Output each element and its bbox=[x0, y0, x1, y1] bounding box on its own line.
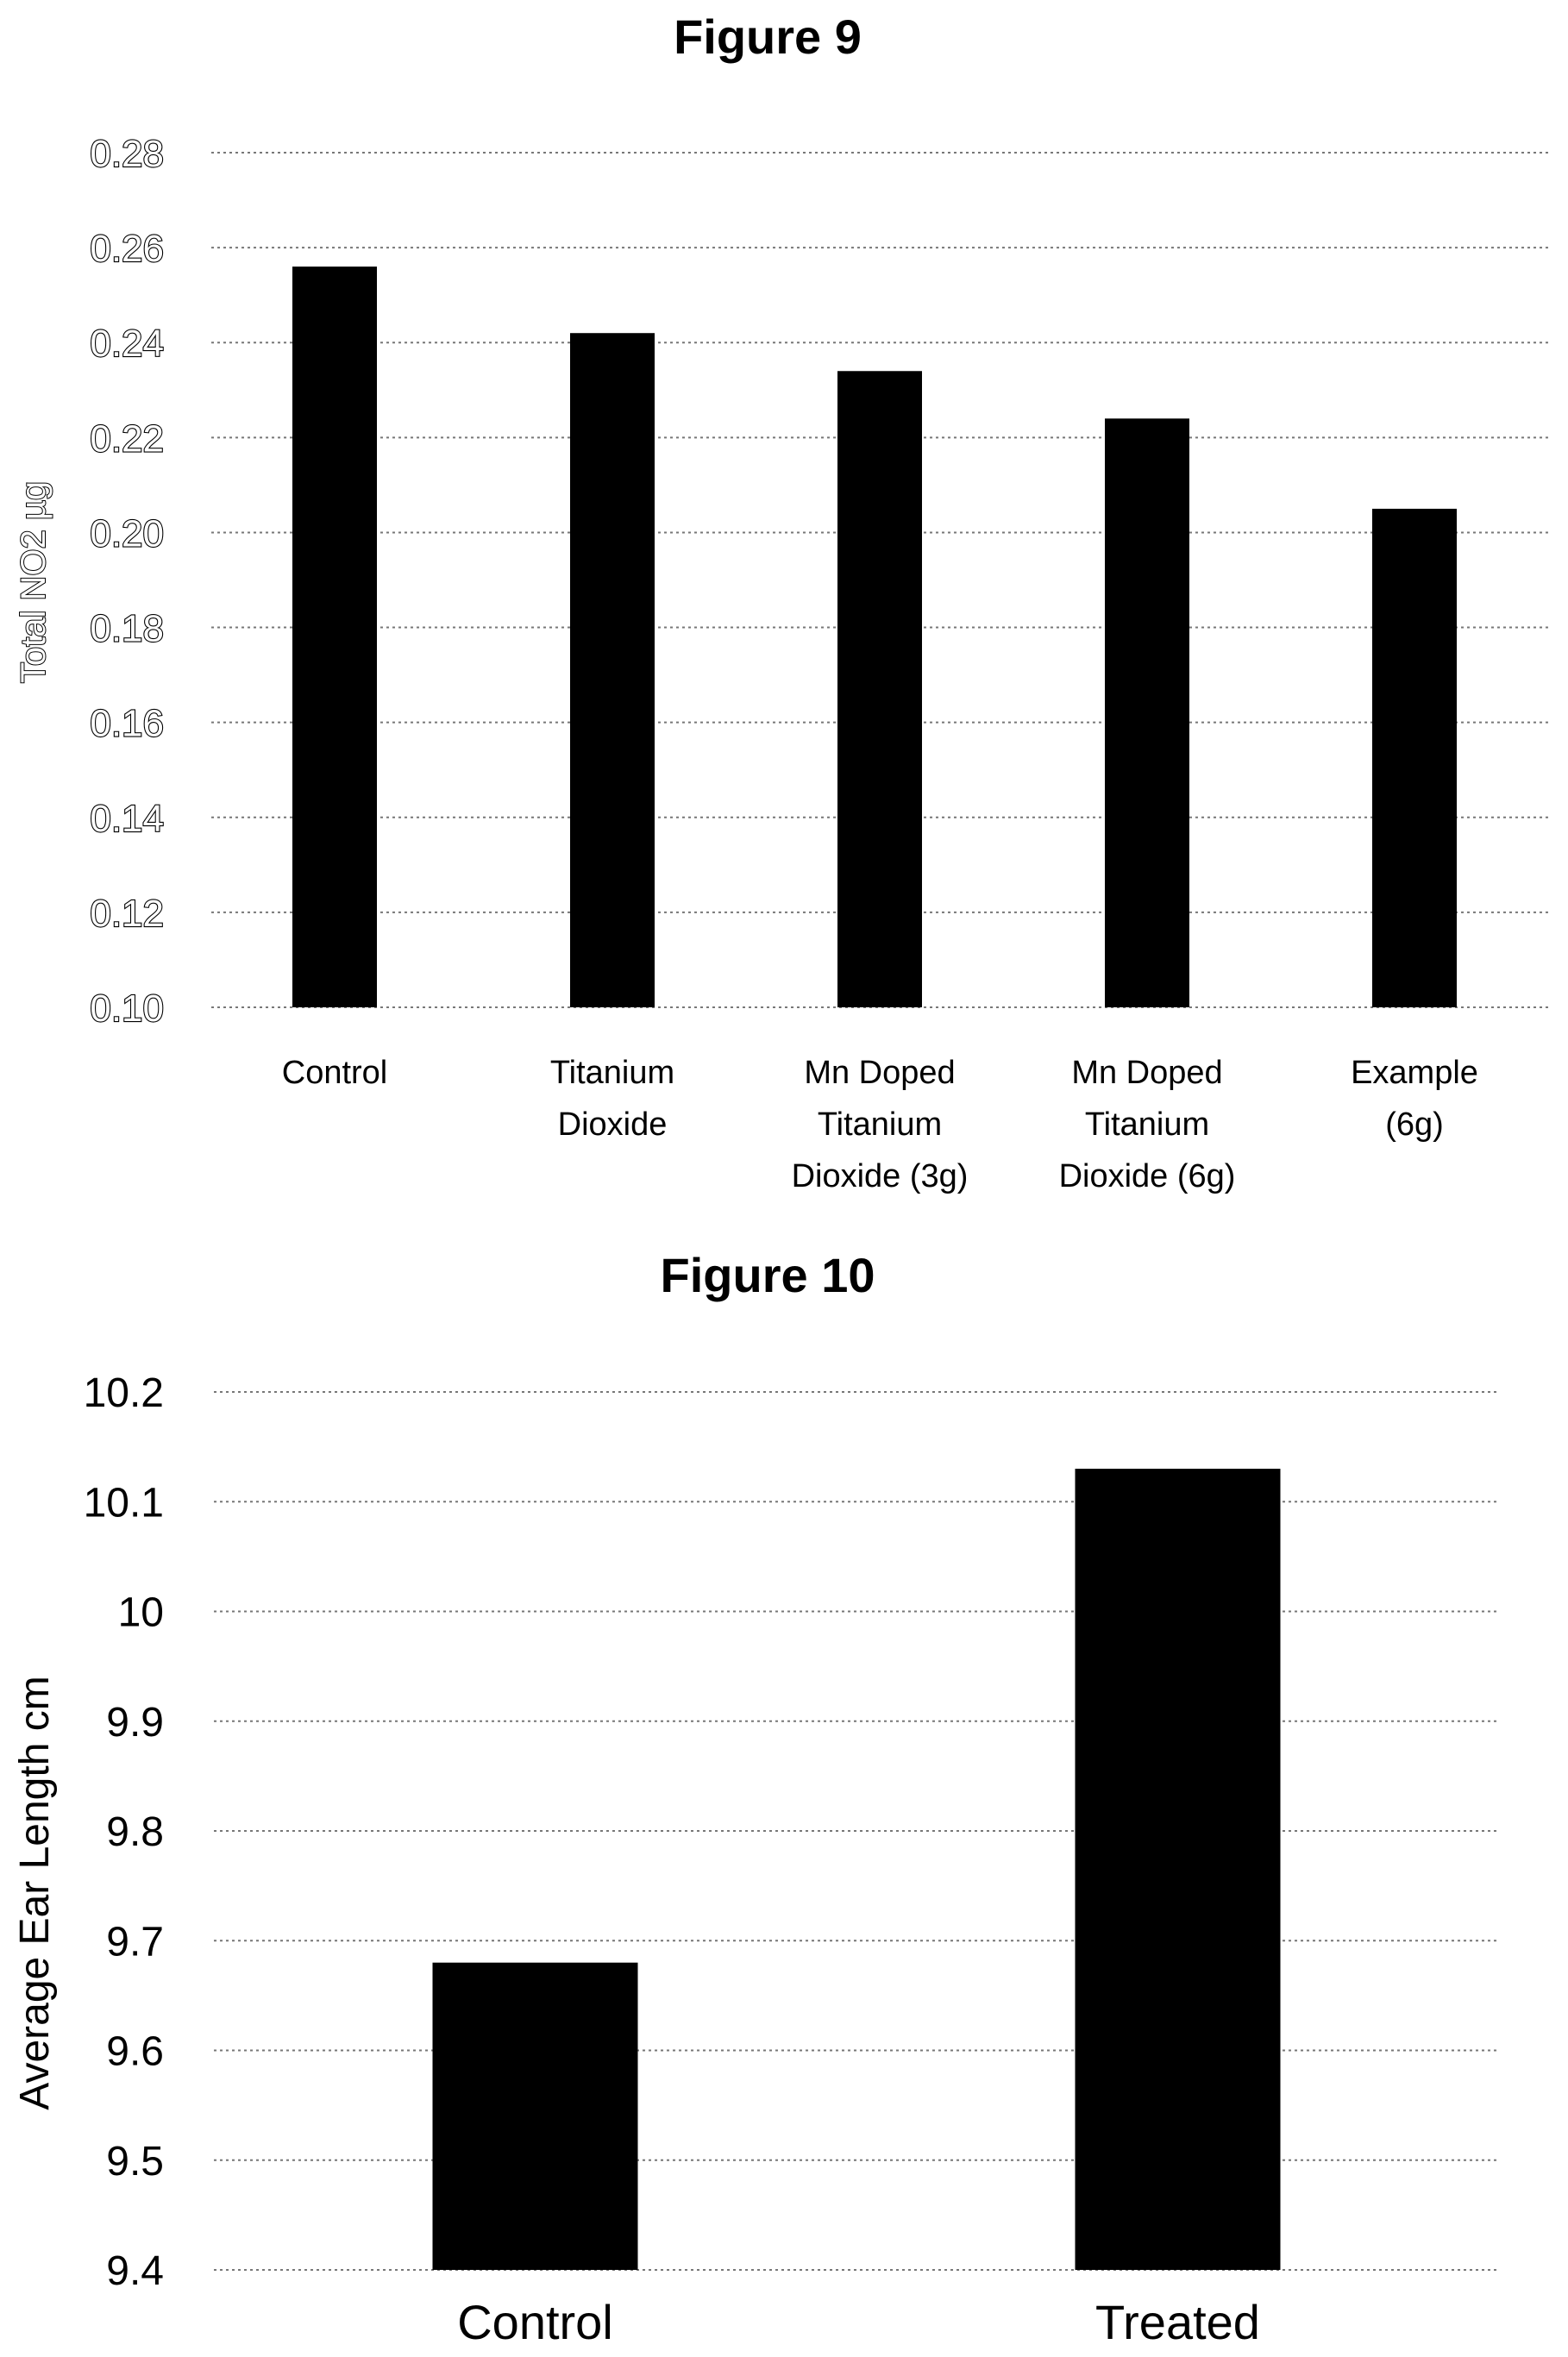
y-tick-label: 0.26 bbox=[90, 228, 164, 270]
figure-9-y-axis-label: Total NO2 µg bbox=[15, 481, 53, 683]
category-label: Mn Doped Titanium Dioxide (3g) bbox=[792, 1055, 969, 1194]
figure-10-title: Figure 10 bbox=[661, 1248, 875, 1302]
y-tick-label: 0.28 bbox=[90, 133, 164, 175]
bar-2 bbox=[1075, 1469, 1281, 2270]
bar-4 bbox=[1105, 418, 1189, 1007]
y-tick-label: 0.12 bbox=[90, 893, 164, 935]
y-tick-label: 9.5 bbox=[106, 2139, 164, 2185]
y-tick-label: 0.10 bbox=[90, 987, 164, 1030]
y-tick-label: 9.8 bbox=[106, 1809, 164, 1855]
y-tick-label: 0.18 bbox=[90, 608, 164, 650]
category-label: Control bbox=[282, 1055, 388, 1091]
bar-3 bbox=[837, 371, 922, 1007]
y-tick-label: 10.2 bbox=[84, 1370, 164, 1416]
bar-5 bbox=[1372, 508, 1457, 1007]
y-tick-label: 0.22 bbox=[90, 417, 164, 460]
figure-9-title: Figure 9 bbox=[674, 9, 862, 64]
category-label: Mn Doped Titanium Dioxide (6g) bbox=[1059, 1055, 1236, 1194]
y-tick-label: 0.20 bbox=[90, 512, 164, 555]
category-label: Example (6g) bbox=[1351, 1055, 1478, 1143]
y-tick-label: 0.16 bbox=[90, 703, 164, 745]
y-tick-label: 0.24 bbox=[90, 323, 164, 365]
y-tick-label: 9.9 bbox=[106, 1700, 164, 1746]
y-tick-label: 10.1 bbox=[84, 1480, 164, 1526]
figure-10-y-axis-label: Average Ear Length cm bbox=[12, 1676, 58, 2109]
bar-1 bbox=[432, 1962, 638, 2270]
y-tick-label: 9.4 bbox=[106, 2248, 164, 2294]
category-label: Treated bbox=[1095, 2295, 1260, 2349]
category-label: Titanium Dioxide bbox=[550, 1055, 674, 1143]
figure-10-chart: Figure 10 Average Ear Length cm 9.4 9.5 9.… bbox=[12, 1248, 1499, 2349]
y-tick-label: 9.6 bbox=[106, 2029, 164, 2075]
y-tick-label: 9.7 bbox=[106, 1919, 164, 1965]
bar-2 bbox=[570, 333, 655, 1007]
bar-1 bbox=[292, 266, 377, 1008]
category-label: Control bbox=[457, 2295, 613, 2349]
y-tick-label: 0.14 bbox=[90, 798, 164, 840]
figure-9-chart: Figure 9 Total NO2 µg 0.10 0.12 0.14 0.16 0.… bbox=[14, 9, 1548, 1194]
y-tick-label: 10 bbox=[118, 1590, 164, 1636]
